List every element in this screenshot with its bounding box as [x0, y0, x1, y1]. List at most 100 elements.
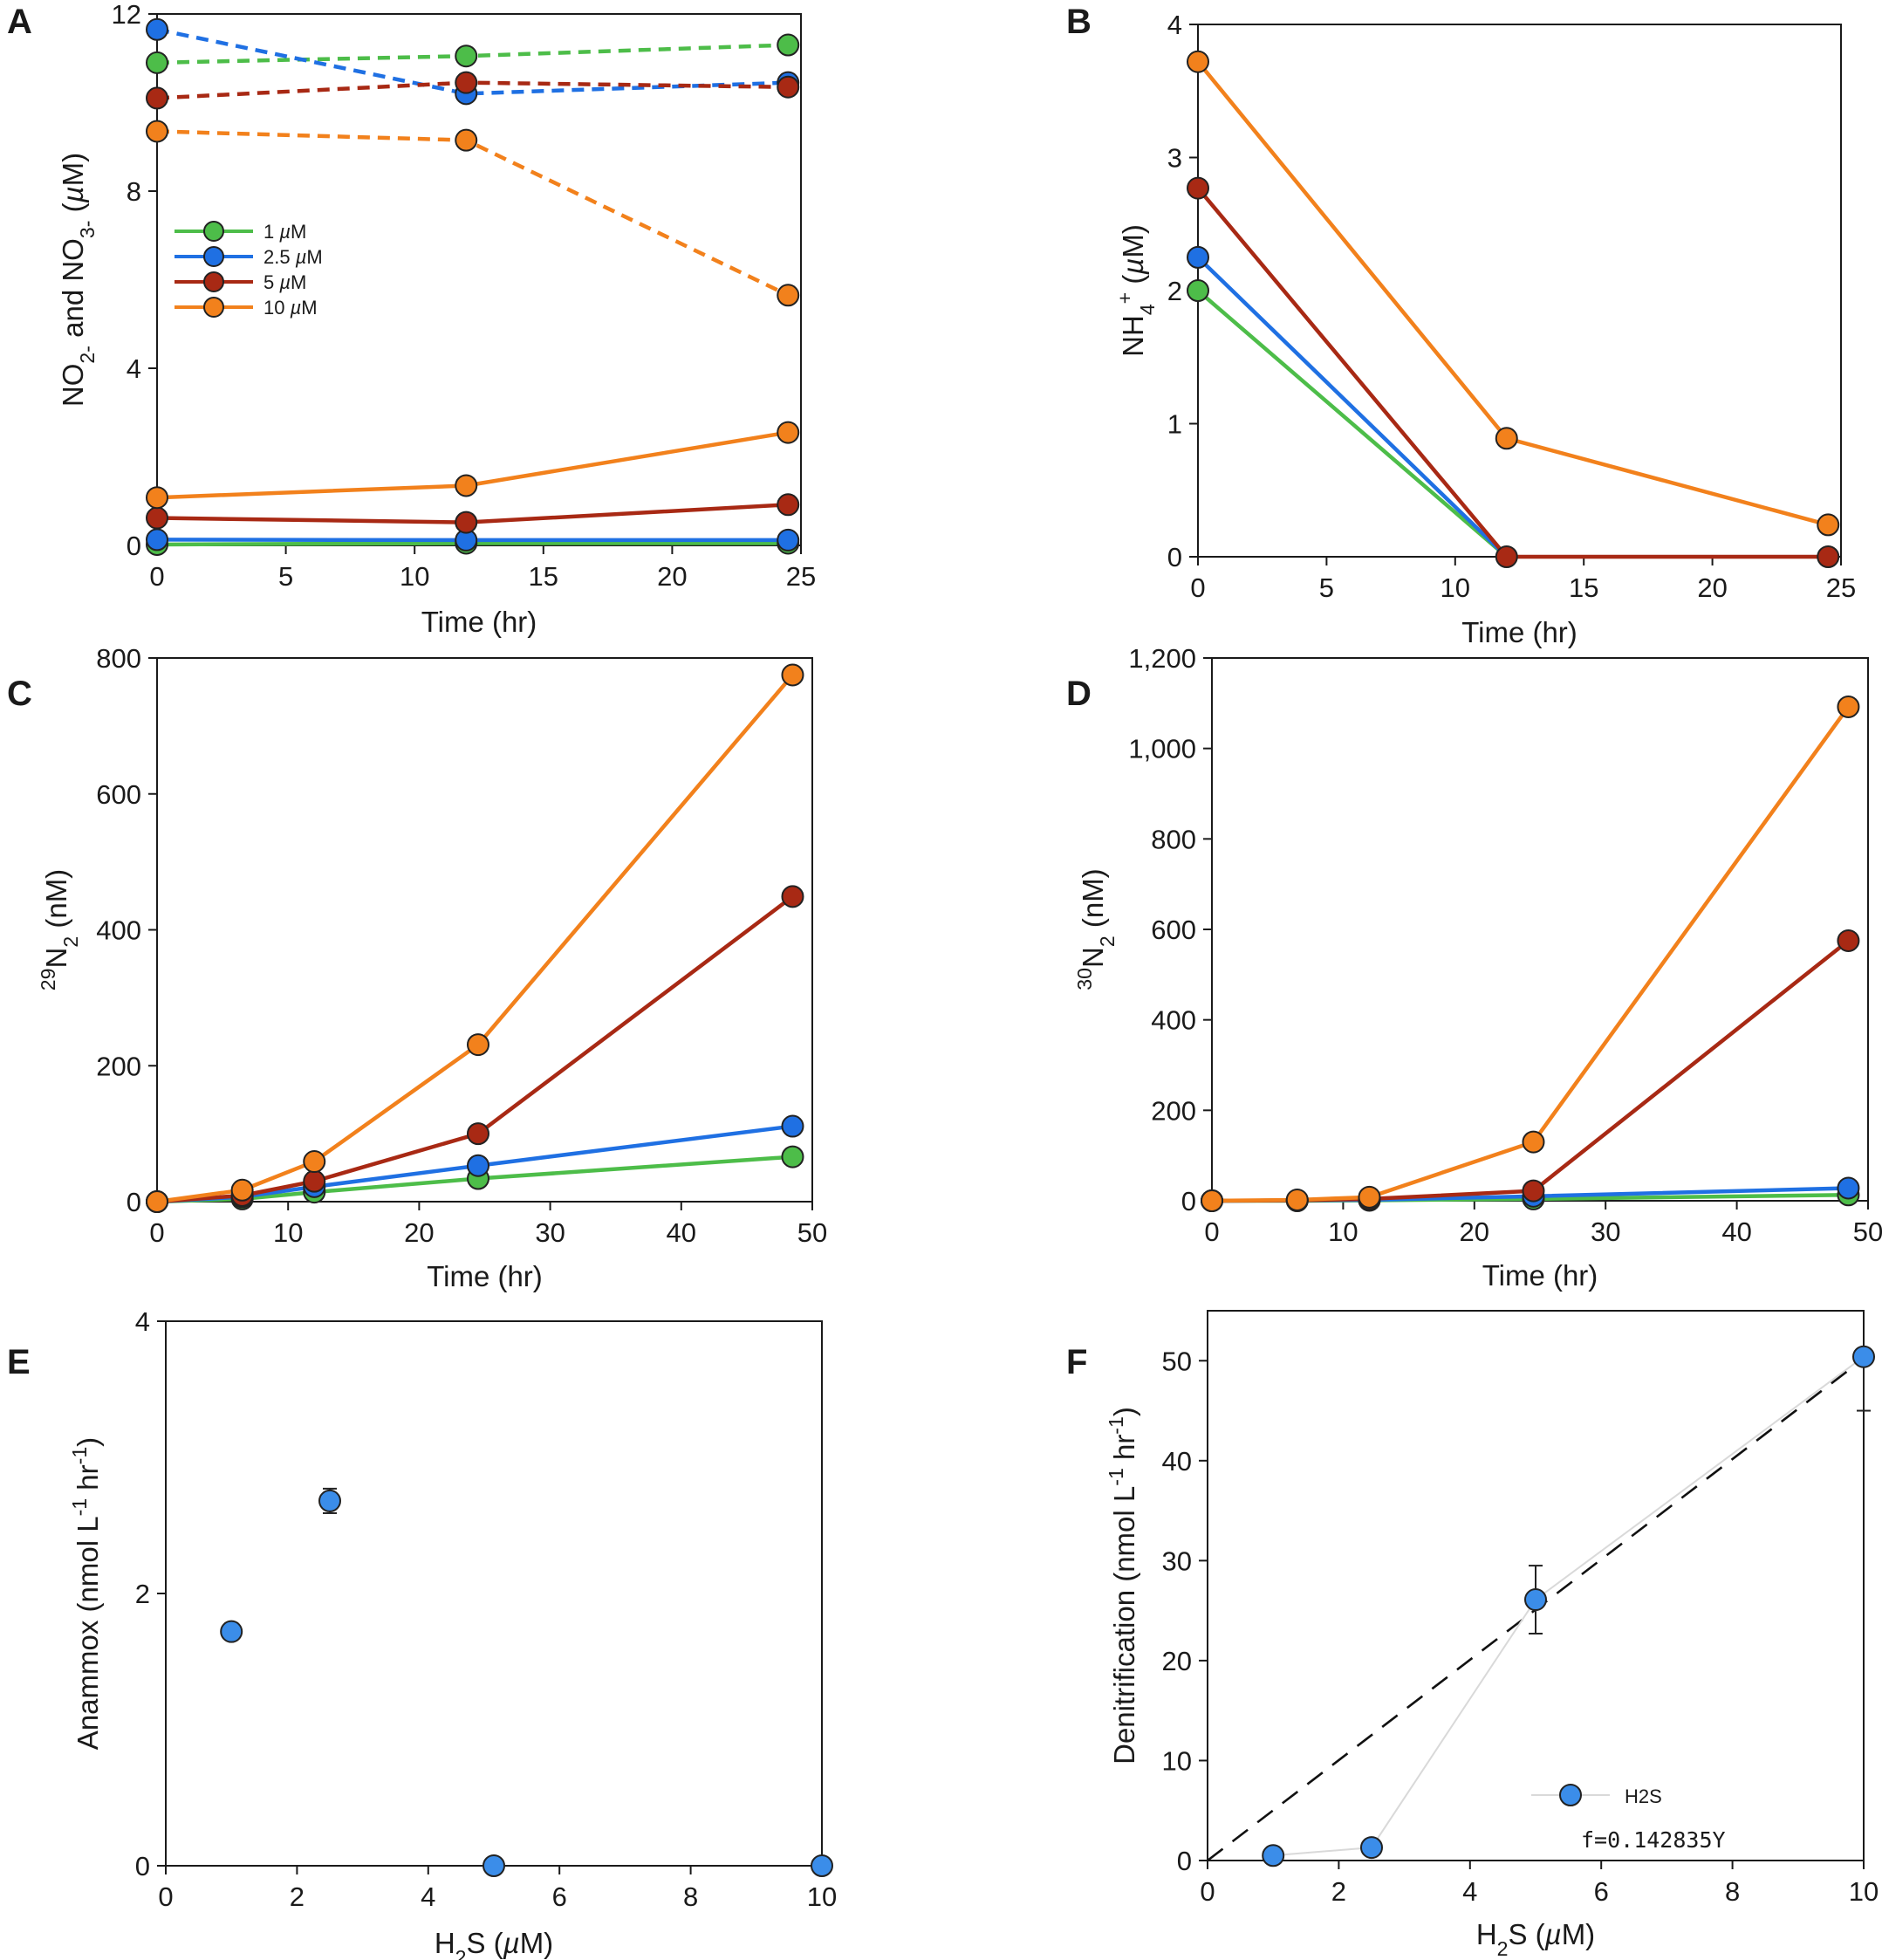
series-line-10-um-solid	[1211, 705, 1851, 1203]
series-line-10-um-solid	[1196, 60, 1829, 527]
x-tick-label: 6	[1594, 1876, 1609, 1907]
data-point-10-um	[1495, 427, 1518, 450]
y-tick-label: 2	[1167, 276, 1182, 306]
y-tick-label: 800	[1151, 824, 1196, 854]
data-point-5-um	[777, 75, 800, 99]
data-point-1-um	[146, 51, 168, 74]
legend: 1 µM 2.5 µM 5 µM 10 µM	[175, 221, 323, 319]
y-tick-label: 600	[1151, 915, 1196, 945]
x-tick-label: 40	[667, 1217, 696, 1248]
data-point-h2s	[1360, 1836, 1383, 1860]
data-point-5-um	[1522, 1179, 1545, 1203]
x-tick-label: 10	[273, 1217, 303, 1248]
y-axis-label: Anammox (nmol L-1 hr-1)	[68, 1437, 104, 1750]
panel-d: D 0 10 20 30 40 50 0 200 400 600 800 1,000 1,200 Time …	[1066, 643, 1882, 1292]
y-tick-label: 30	[1162, 1545, 1192, 1576]
x-tick-label: 10	[807, 1881, 837, 1912]
y-tick-label: 4	[1167, 10, 1182, 40]
legend-label: 1 µM	[263, 221, 306, 243]
data-point-5-um	[146, 506, 168, 530]
x-tick-label: 0	[1190, 572, 1205, 603]
data-point-10-um	[1201, 1189, 1223, 1212]
x-tick-label: 15	[529, 561, 558, 592]
x-tick-label: 30	[1591, 1216, 1620, 1247]
y-axis-label: NO2- and NO3- (µM)	[57, 153, 99, 407]
data-point-h2s	[220, 1620, 243, 1643]
data-point-h2s	[1262, 1844, 1285, 1867]
legend-swatch-marker	[203, 271, 224, 292]
y-axis-label: Denitrification (nmol L-1 hr-1)	[1105, 1407, 1140, 1765]
panel-b: B 0 5 10 15 20 25 0 1 2 3 4 Time (hr) NH4+ (µM)	[1066, 3, 1856, 648]
y-tick-label: 4	[135, 1306, 150, 1337]
data-point-5-um	[466, 1122, 489, 1146]
data-point-10-um	[303, 1150, 326, 1174]
series-line-2-5-um-solid	[1196, 256, 1509, 559]
x-tick-label: 50	[797, 1217, 827, 1248]
series-line-10-um-solid	[156, 674, 795, 1204]
x-tick-label: 5	[278, 561, 293, 592]
data-point-10-um	[455, 474, 478, 497]
panel-f: F 0 2 4 6 8 10 0 10 20 30 40 50 H2S (µM) Denitrificati…	[1066, 1310, 1879, 1960]
fit-annotation: f=0.142835Y	[1581, 1827, 1726, 1853]
y-tick-label: 0	[127, 531, 141, 561]
data-point-10-um	[1837, 695, 1860, 718]
series-line-1-um-solid	[1196, 289, 1509, 559]
data-point-2-5-um	[777, 528, 800, 552]
legend-label: 2.5 µM	[263, 246, 323, 268]
y-axis-label: NH4+ (µM)	[1113, 224, 1159, 357]
plot-frame	[1197, 24, 1842, 558]
x-axis-label: Time (hr)	[1461, 616, 1577, 648]
x-tick-label: 8	[1725, 1876, 1740, 1907]
x-tick-label: 0	[1200, 1876, 1215, 1907]
legend-label: 10 µM	[263, 297, 318, 319]
panel-letter-e: E	[7, 1343, 31, 1381]
data-point-10-um	[466, 1033, 489, 1057]
data-point-2-5-um	[1187, 245, 1209, 269]
data-point-10-um	[146, 120, 168, 143]
data-point-10-um	[230, 1178, 254, 1202]
x-axis-label: Time (hr)	[421, 606, 537, 638]
data-point-1-um	[455, 45, 478, 68]
data-point-1-um	[777, 33, 800, 57]
y-tick-label: 4	[127, 353, 141, 384]
y-tick-label: 200	[96, 1051, 141, 1081]
x-tick-label: 15	[1569, 572, 1598, 603]
data-point-5-um	[1837, 929, 1860, 952]
x-tick-label: 50	[1853, 1216, 1882, 1247]
x-axis-label: Time (hr)	[427, 1260, 543, 1292]
y-tick-label: 400	[96, 915, 141, 946]
data-point-5-um	[1495, 545, 1518, 568]
data-point-10-um	[1285, 1188, 1309, 1211]
y-tick-label: 40	[1162, 1446, 1192, 1477]
data-point-5-um	[777, 493, 800, 517]
y-tick-label: 600	[96, 779, 141, 810]
data-point-5-um	[1187, 176, 1209, 200]
x-tick-label: 10	[400, 561, 429, 592]
legend: H2S	[1531, 1784, 1662, 1807]
data-point-2-5-um	[466, 1154, 489, 1177]
x-tick-label: 30	[535, 1217, 565, 1248]
data-point-2-5-um	[781, 1114, 804, 1138]
data-point-10-um	[1187, 50, 1209, 73]
plot-frame	[156, 13, 802, 546]
plot-frame	[1207, 1310, 1865, 1861]
panel-c: C 0 10 20 30 40 50 0 200 400 600 800 Time (hr) 29N2 (…	[7, 643, 827, 1292]
x-tick-label: 0	[158, 1881, 173, 1912]
y-axis-label: 29N2 (nM)	[37, 869, 82, 990]
x-tick-label: 40	[1721, 1216, 1751, 1247]
x-tick-label: 20	[1697, 572, 1727, 603]
x-tick-label: 20	[1460, 1216, 1489, 1247]
data-point-10-um	[1358, 1185, 1381, 1209]
plot-frame	[165, 1320, 823, 1867]
panel-letter-c: C	[7, 675, 32, 713]
panel-a: A 0 5 10 15 20 25 0 4 8 12 Time (hr) NO2- and NO3- (…	[7, 0, 816, 638]
y-tick-label: 0	[135, 1851, 150, 1881]
series-connector-line	[1273, 1355, 1865, 1857]
x-tick-label: 0	[1204, 1216, 1219, 1247]
y-tick-label: 20	[1162, 1646, 1192, 1676]
x-tick-label: 20	[404, 1217, 434, 1248]
x-tick-label: 0	[149, 1217, 164, 1248]
legend-label: H2S	[1625, 1785, 1662, 1807]
